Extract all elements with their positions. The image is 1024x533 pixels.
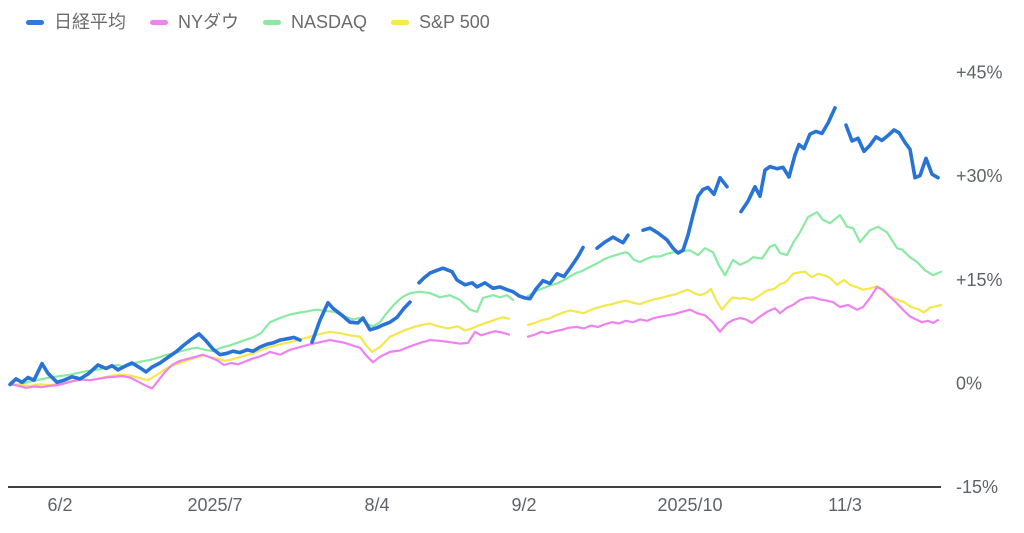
y-axis-tick-label: +15% [956,270,1003,290]
series-line-日経平均 [8,332,302,387]
x-axis-tick-label: 9/2 [511,495,536,515]
legend-item-label: NASDAQ [291,12,368,32]
legend-item-label: NYダウ [178,12,240,32]
y-axis-tick-label: 0% [956,374,982,394]
legend-item-sp500[interactable]: S&P 500 [391,11,490,33]
series-line-NASDAQ [526,211,943,297]
series-line-NYダウ [8,330,511,390]
legend-item-label: S&P 500 [419,12,490,32]
legend-marker-icon [150,19,168,25]
series-line-S&P 500 [526,270,943,326]
series-line-日経平均 [417,245,585,301]
legend-item-label: 日経平均 [54,12,126,32]
x-axis-tick-label: 8/4 [364,495,389,515]
series-line-日経平均 [310,300,412,345]
legend-marker-icon [391,19,410,25]
y-axis-tick-label: -15% [956,477,998,497]
legend-marker-icon [263,19,282,25]
x-axis-tick-label: 11/3 [828,495,862,515]
x-axis-tick-label: 2025/7 [187,495,242,515]
legend-item-nasdaq[interactable]: NASDAQ [263,11,367,33]
x-axis-tick-label: 6/2 [47,495,72,515]
series-line-日経平均 [641,175,729,255]
x-axis-tick-label: 2025/10 [657,495,722,515]
series-line-日経平均 [595,233,630,250]
legend-item-nikkei[interactable]: 日経平均 [26,11,126,33]
series-line-NASDAQ [8,290,515,387]
series-line-日経平均 [844,123,940,180]
legend-marker-icon [26,19,44,25]
series-line-日経平均 [739,106,837,214]
y-axis-tick-label: +45% [956,62,1003,82]
legend-item-nydow[interactable]: NYダウ [150,11,239,33]
series-line-NYダウ [526,285,940,338]
y-axis-tick-label: +30% [956,166,1003,186]
chart-legend: 日経平均 NYダウ NASDAQ S&P 500 [26,11,490,33]
